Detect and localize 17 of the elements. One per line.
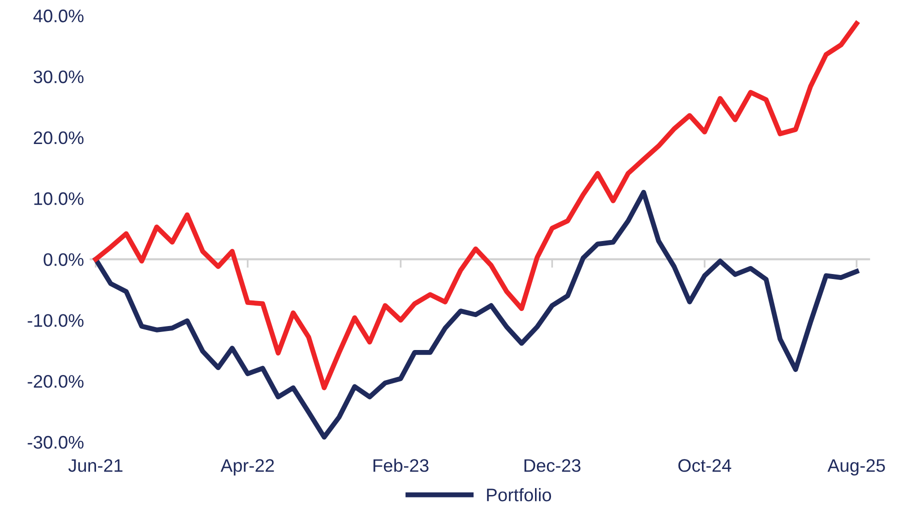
y-tick-label: -10.0% <box>28 314 84 327</box>
y-tick-label: -30.0% <box>28 436 84 449</box>
line-series <box>93 190 860 440</box>
x-tick-label: Feb-23 <box>374 458 428 472</box>
x-tick-label: Dec-23 <box>524 459 580 472</box>
x-tick-label: Oct-24 <box>678 459 732 472</box>
y-tick-label: 40.0% <box>33 10 84 22</box>
x-tick-label: Aug-25 <box>828 459 885 476</box>
legend-label: Portfolio <box>487 488 552 502</box>
line-series <box>93 21 860 390</box>
y-tick-label: 20.0% <box>34 131 84 144</box>
x-tick-label: Jun-21 <box>68 459 122 472</box>
y-tick-label: 30.0% <box>34 70 84 84</box>
x-tick-label: Apr-22 <box>220 459 274 476</box>
y-tick-label: -20.0% <box>28 375 84 388</box>
y-tick-label: 10.0% <box>34 192 84 206</box>
y-tick-label: 0.0% <box>44 253 84 266</box>
